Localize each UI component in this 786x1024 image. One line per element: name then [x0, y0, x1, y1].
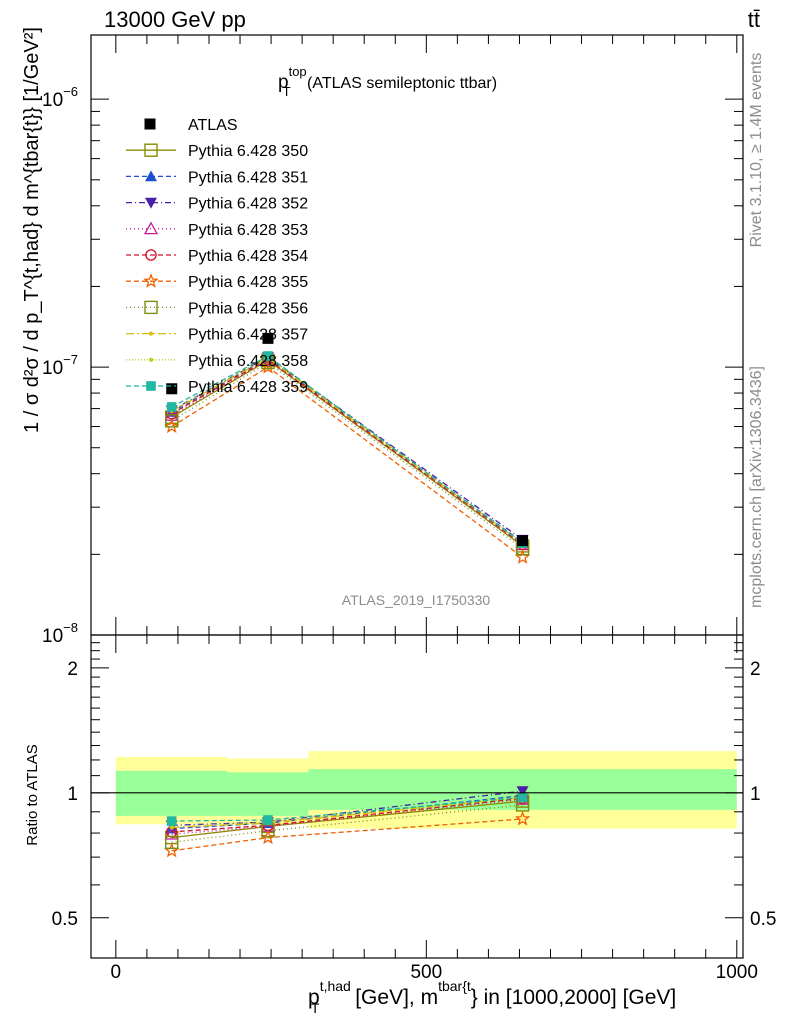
- ratio-series-point: [514, 810, 531, 826]
- legend-marker: [148, 331, 154, 336]
- legend-label: Pythia 6.428 354: [188, 248, 308, 265]
- ratio-series-line: [171, 818, 523, 852]
- chart-title: ptop T (ATLAS semileptonic ttbar): [278, 64, 497, 99]
- title-main: p: [278, 72, 289, 93]
- ratio-tick-label-right: 2: [750, 659, 761, 680]
- main-series-layer: [163, 332, 531, 564]
- series-point: [166, 402, 177, 412]
- series-point: [165, 414, 179, 428]
- legend-label: Pythia 6.428 358: [188, 353, 308, 370]
- y-tick-label: 10−8: [42, 620, 78, 647]
- title-rest: (ATLAS semileptonic ttbar): [303, 75, 497, 92]
- legend-marker: [144, 143, 158, 157]
- title-sub: T: [283, 84, 291, 99]
- legend-label-data: ATLAS: [188, 117, 238, 134]
- xlabel-sup1: t,had: [320, 978, 351, 994]
- y-tick-label: 10−7: [42, 352, 78, 379]
- xlabel-end: } in [1000,2000] [GeV]: [471, 986, 677, 1009]
- series-point: [163, 418, 180, 434]
- legend-label: Pythia 6.428 351: [188, 169, 308, 186]
- title-sup: top: [289, 64, 307, 79]
- header-right: tt̄: [748, 7, 760, 32]
- data-point: [262, 332, 274, 344]
- legend-label: Pythia 6.428 355: [188, 274, 308, 291]
- y-axis-label: 1 / σ d²σ / d p_T^{t,had} d m^{tbar{t}} …: [21, 27, 43, 433]
- ratio-axis-label: Ratio to ATLAS: [24, 744, 41, 845]
- ratio-tick-label: 1: [67, 784, 78, 805]
- legend-marker-data: [144, 118, 156, 130]
- legend-marker: [144, 300, 158, 315]
- ratio-tick-label-right: 1: [750, 784, 761, 805]
- legend-marker: [143, 273, 159, 288]
- ratio-tick-label: 0.5: [52, 909, 78, 930]
- series-line: [171, 358, 523, 545]
- legend-label: Pythia 6.428 352: [188, 196, 308, 213]
- xlabel-sup2: tbar{t: [438, 978, 471, 994]
- legend-marker: [146, 381, 156, 391]
- rivet-version-label: Rivet 3.1.10, ≥ 1.4M events: [748, 53, 765, 248]
- ratio-tick-label-right: 0.5: [750, 909, 776, 930]
- y-tick-label: 10−6: [42, 84, 78, 111]
- series-line: [171, 361, 523, 550]
- ratio-series-line: [171, 804, 523, 843]
- x-tick-label: 0: [111, 962, 122, 983]
- legend: ATLAS Pythia 6.428 350 Pythia 6.428 351 Pyt…: [126, 117, 308, 396]
- x-tick-label: 500: [410, 962, 442, 983]
- ratio-series-point: [263, 815, 273, 825]
- series-point: [514, 549, 531, 564]
- mcplots-label: mcplots.cern.ch [arXiv:1306.3436]: [748, 366, 765, 608]
- xlabel-sub1: T: [311, 1000, 320, 1016]
- legend-label: Pythia 6.428 357: [188, 327, 308, 344]
- legend-label: Pythia 6.428 350: [188, 143, 308, 160]
- legend-marker: [143, 221, 159, 235]
- ratio-panel-frame: [90, 634, 744, 959]
- ratio-series-point: [260, 829, 276, 845]
- ratio-panel-content: [163, 786, 531, 858]
- analysis-watermark: ATLAS_2019_I1750330: [342, 592, 491, 608]
- ratio-axes: 0 500 1000 0.5 0.5 1 1 2 2: [52, 634, 776, 983]
- ratio-series-point: [516, 786, 529, 798]
- legend-marker: [148, 357, 154, 362]
- legend-label: Pythia 6.428 359: [188, 379, 308, 396]
- xlabel-p: p: [308, 986, 320, 1009]
- ratio-series-point: [166, 816, 177, 826]
- header-left: 13000 GeV pp: [104, 7, 246, 32]
- data-point: [166, 383, 178, 395]
- legend-label: Pythia 6.428 356: [188, 300, 308, 317]
- series-line: [171, 366, 523, 558]
- ratio-series-point: [164, 826, 179, 840]
- data-point: [517, 535, 529, 547]
- ratio-tick-label: 2: [67, 659, 78, 680]
- ratio-band-green: [227, 772, 309, 816]
- ratio-series-point: [517, 792, 528, 803]
- legend-marker: [145, 170, 157, 182]
- main-axes: 10−6 10−7 10−8: [42, 35, 743, 647]
- legend-label: Pythia 6.428 353: [188, 222, 308, 239]
- legend-marker: [145, 249, 157, 261]
- series-line: [171, 357, 523, 544]
- series-point: [263, 351, 273, 361]
- series-line: [171, 356, 523, 544]
- ratio-bands: [115, 751, 737, 829]
- series-point: [260, 359, 276, 374]
- ratio-series-line: [171, 798, 523, 835]
- legend-marker: [145, 197, 157, 209]
- x-axis-label: pt,had T [GeV], mtbar{t} in [1000,2000] […: [308, 978, 676, 1016]
- ratio-series-point: [165, 835, 179, 849]
- x-tick-label: 1000: [716, 962, 758, 983]
- xlabel-mid: [GeV], m: [349, 986, 438, 1009]
